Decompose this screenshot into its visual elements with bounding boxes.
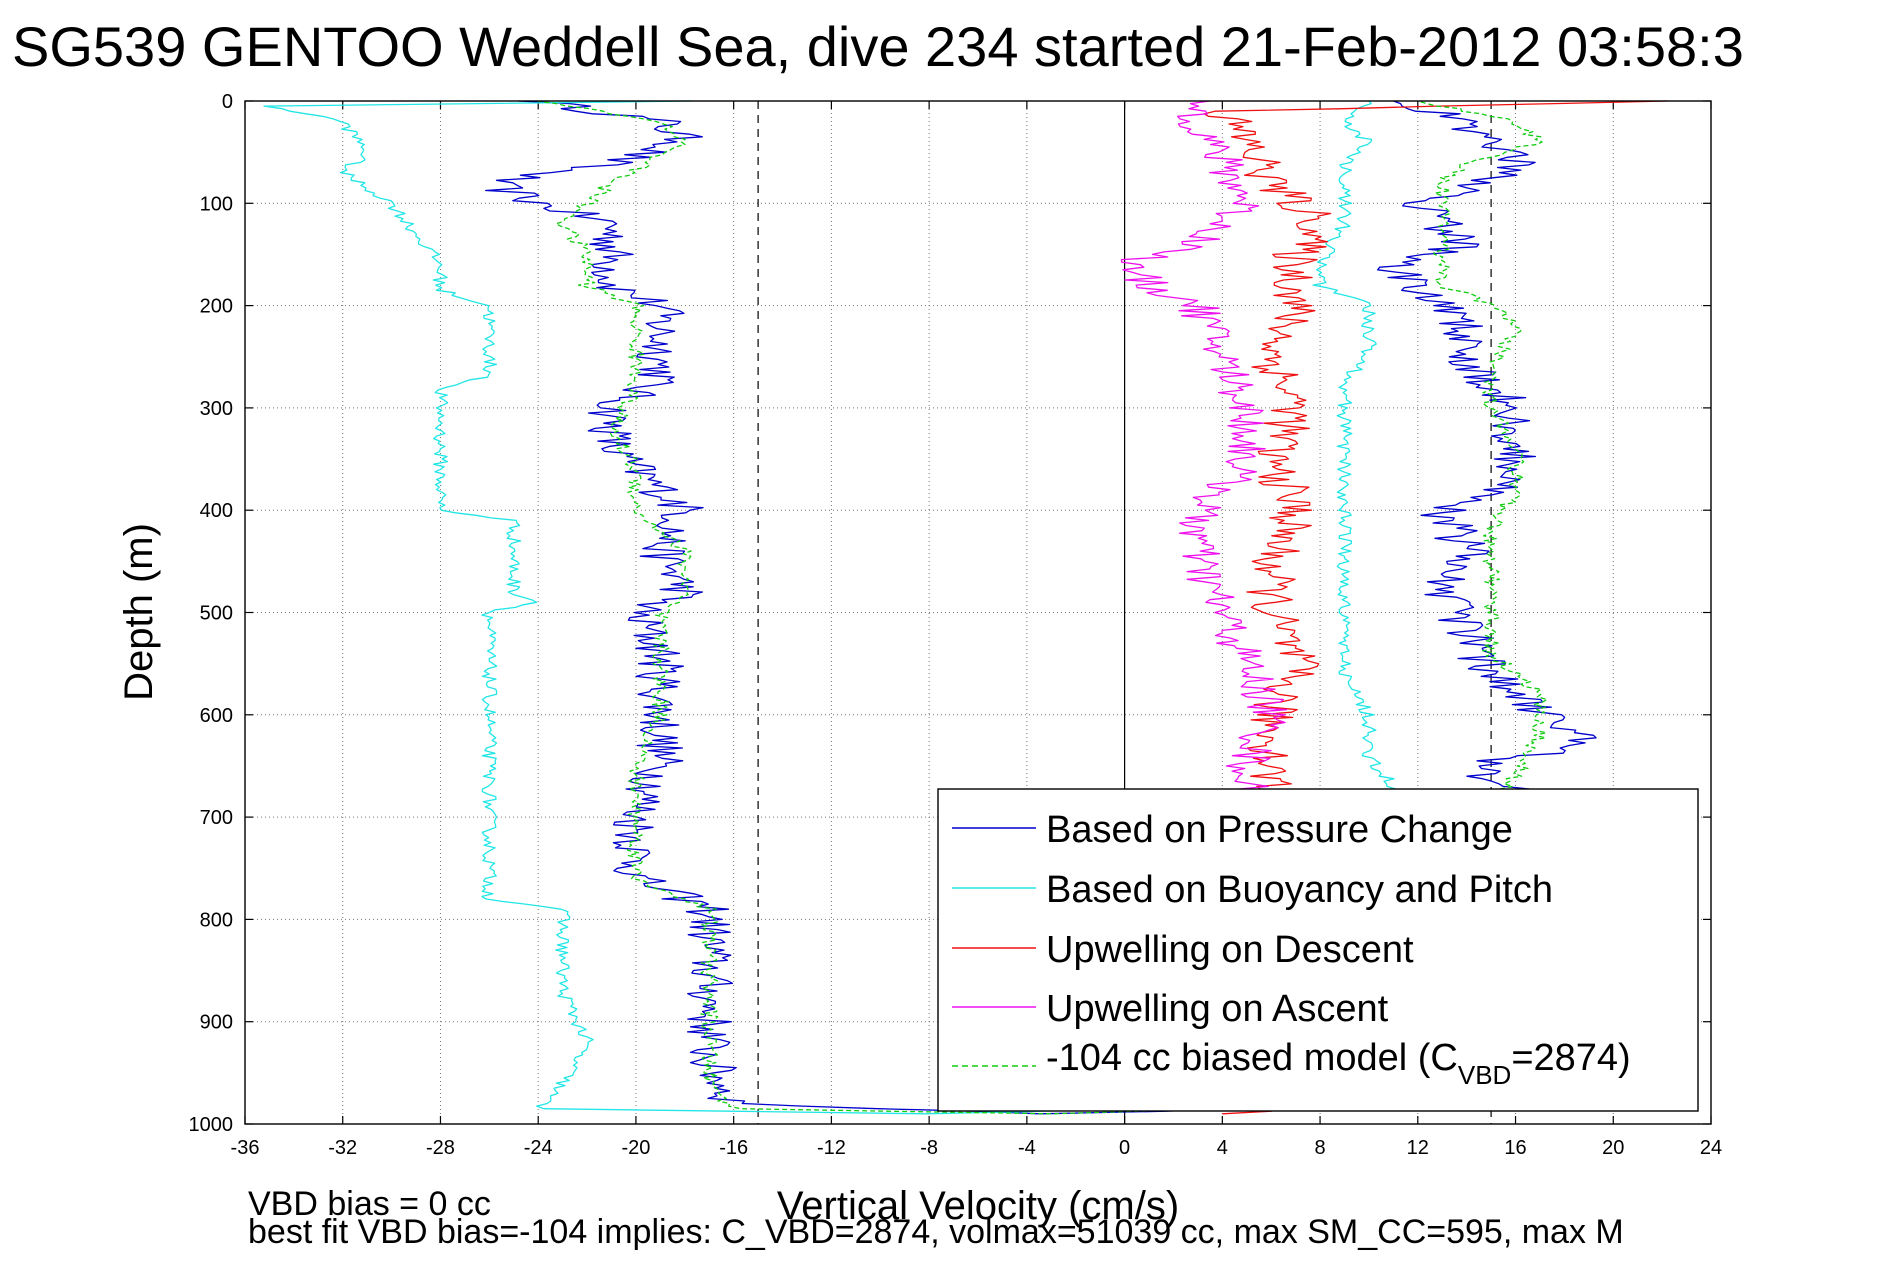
legend-label-descent: Upwelling on Descent (1046, 929, 1414, 971)
legend-model-sub: VBD (1458, 1060, 1511, 1090)
x-tick-label: 12 (1407, 1137, 1429, 1159)
x-tick-label: -16 (719, 1137, 748, 1159)
plot-frame (244, 100, 1712, 1125)
y-tick-label: 300 (200, 398, 233, 420)
y-tick-label: 0 (222, 91, 233, 113)
x-tick-label: 0 (1119, 1137, 1130, 1159)
series-line-model (536, 100, 1548, 1115)
y-tick-label: 1000 (189, 1114, 234, 1136)
footer-line2: best fit VBD bias=-104 implies: C_VBD=28… (248, 1213, 1624, 1251)
y-tick-label: 900 (200, 1012, 233, 1034)
x-tick-label: -24 (524, 1137, 553, 1159)
x-tick-label: -36 (231, 1137, 260, 1159)
x-tick-label: -32 (328, 1137, 357, 1159)
y-axis-label: Depth (m) (117, 523, 161, 701)
x-axis-label: Vertical Velocity (cm/s) (777, 1184, 1179, 1228)
x-tick-label: 8 (1315, 1137, 1326, 1159)
y-tick-label: 500 (200, 603, 233, 625)
y-tick-label: 800 (200, 909, 233, 931)
legend-label-model: -104 cc biased model (CVBD=2874) (1046, 1037, 1631, 1090)
footer-line1: VBD bias = 0 cc (248, 1185, 491, 1223)
series-line-buoyancy (263, 100, 1402, 1115)
y-tick-label: 200 (200, 296, 233, 318)
legend-label-ascent: Upwelling on Ascent (1046, 988, 1389, 1030)
x-tick-label: -28 (426, 1137, 455, 1159)
x-tick-label: -4 (1018, 1137, 1036, 1159)
x-tick-label: -12 (817, 1137, 846, 1159)
x-tick-label: -20 (621, 1137, 650, 1159)
chart-title: SG539 GENTOO Weddell Sea, dive 234 start… (12, 15, 1744, 78)
x-tick-label: -8 (920, 1137, 938, 1159)
legend-label-buoyancy: Based on Buoyancy and Pitch (1046, 869, 1553, 911)
y-tick-label: 700 (200, 807, 233, 829)
legend-model-pre: -104 cc biased model (C (1046, 1037, 1458, 1079)
y-tick-label: 600 (200, 705, 233, 727)
x-tick-label: 4 (1217, 1137, 1228, 1159)
legend-box (937, 788, 1699, 1112)
legend: Based on Pressure Change Based on Buoyan… (937, 788, 1699, 1112)
legend-label-pressure: Based on Pressure Change (1046, 809, 1513, 851)
x-tick-label: 16 (1504, 1137, 1526, 1159)
y-tick-label: 400 (200, 500, 233, 522)
x-tick-labels: -36 -32 -28 -24 -20 -16 -12 -8 -4 0 4 8 12 16 20 24 (231, 1137, 1723, 1159)
x-tick-label: 24 (1700, 1137, 1722, 1159)
legend-model-post: =2874) (1511, 1037, 1630, 1079)
y-tick-labels: 0 100 200 300 400 500 600 700 800 900 1000 (189, 91, 234, 1136)
y-tick-label: 100 (200, 193, 233, 215)
x-tick-label: 20 (1602, 1137, 1624, 1159)
